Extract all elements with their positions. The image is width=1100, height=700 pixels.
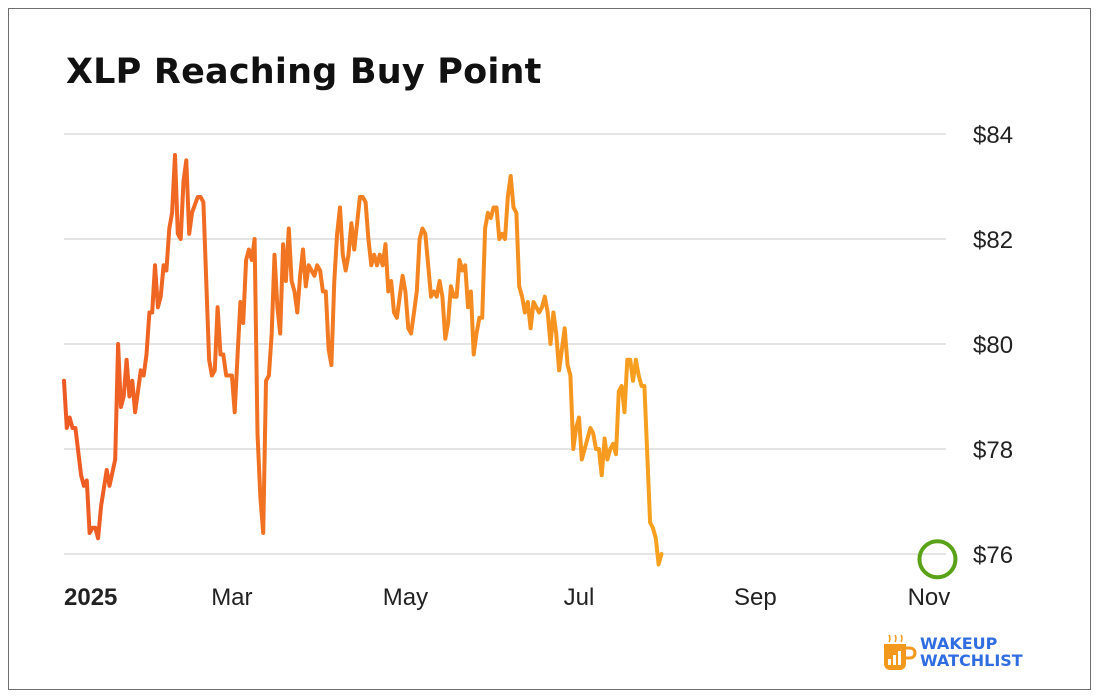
annotation-layer	[917, 539, 958, 580]
chart-frame	[8, 8, 1091, 690]
x-axis-ticks: 2025 Mar May Jul Sep Nov	[64, 584, 950, 611]
series-layer	[62, 153, 664, 567]
y-tick-label: $78	[973, 437, 1013, 464]
y-tick-label: $82	[973, 227, 1013, 254]
x-tick-label: Jul	[564, 584, 595, 611]
brand-line2: WATCHLIST	[920, 651, 1023, 670]
brand-wordmark: WAKEUP WATCHLIST	[920, 635, 1023, 669]
brand-line1: WAKEUP	[920, 634, 998, 653]
coffee-mug-chart-icon	[884, 634, 917, 670]
x-tick-label: May	[383, 584, 428, 611]
y-tick-label: $84	[973, 122, 1013, 149]
y-tick-label: $80	[973, 332, 1013, 359]
y-tick-label: $76	[973, 542, 1013, 569]
x-tick-label: Mar	[211, 584, 252, 611]
buy-point-highlight-circle	[917, 539, 958, 580]
x-tick-label: Sep	[734, 584, 777, 611]
x-tick-label: Nov	[908, 584, 951, 611]
y-axis-ticks: $84 $82 $80 $78 $76	[973, 122, 1013, 569]
brand-logo: WAKEUP WATCHLIST	[878, 634, 1038, 674]
chart-title: XLP Reaching Buy Point	[66, 52, 542, 92]
price-line	[62, 153, 664, 567]
x-tick-label: 2025	[64, 584, 117, 611]
